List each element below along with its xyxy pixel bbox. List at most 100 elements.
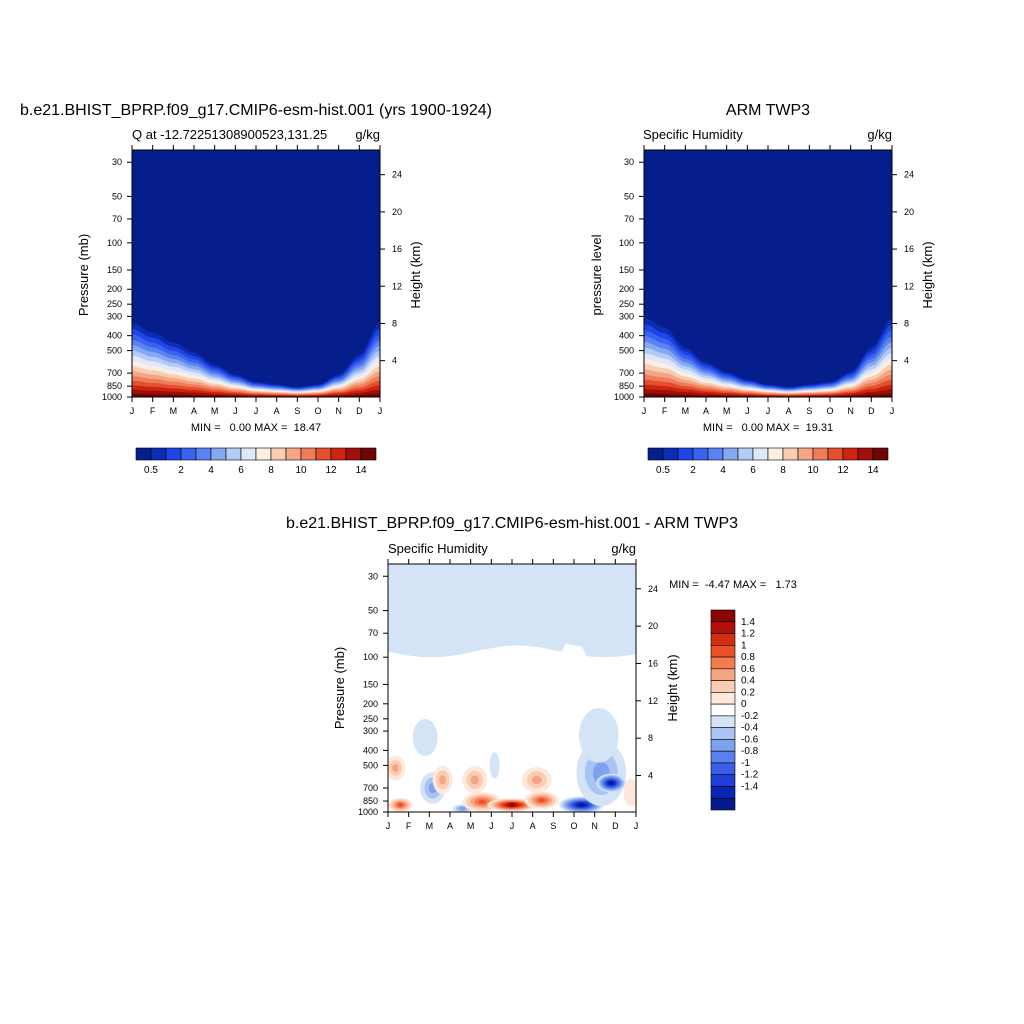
colorbar-label: -0.8 xyxy=(741,746,759,757)
panel-diff-stats: MIN = -4.47 MAX = 1.73 xyxy=(669,579,797,591)
x-tick-label: F xyxy=(662,406,668,416)
colorbar-swatch xyxy=(710,644,736,658)
y2-tick-label: 20 xyxy=(904,207,914,217)
colorbar-swatch xyxy=(710,680,736,693)
y-tick-label: 850 xyxy=(107,381,122,391)
x-tick-label: J xyxy=(233,406,238,416)
colorbar-swatch xyxy=(710,797,736,811)
y-tick-label: 500 xyxy=(107,346,122,356)
colorbar-swatch xyxy=(710,739,736,752)
x-tick-label: N xyxy=(847,406,854,416)
y-tick-label: 300 xyxy=(107,311,122,321)
x-tick-label: D xyxy=(356,406,363,416)
x-tick-label: J xyxy=(890,406,895,416)
colorbar-swatch xyxy=(210,447,227,461)
y-tick-label: 250 xyxy=(363,714,378,724)
colorbar-label: 6 xyxy=(238,465,244,476)
y2-tick-label: 16 xyxy=(648,658,658,668)
y-tick-label: 70 xyxy=(112,214,122,224)
colorbar-swatch xyxy=(240,447,257,461)
y-tick-label: 150 xyxy=(107,265,122,275)
panel-obs: ARM TWP3 Specific Humidity g/kg J F M A M J J A… xyxy=(589,102,935,476)
x-tick-label: J xyxy=(510,821,515,831)
x-tick-label: J xyxy=(745,406,750,416)
colorbar-swatch xyxy=(842,447,859,461)
y-tick-label: 100 xyxy=(363,652,378,662)
colorbar-swatch xyxy=(270,447,287,461)
colorbar-label: 8 xyxy=(780,465,786,476)
y2-tick-label: 4 xyxy=(392,356,397,366)
colorbar-swatch xyxy=(710,621,736,634)
colorbar-swatch xyxy=(360,447,377,461)
panel-diff-left-label: Specific Humidity xyxy=(388,541,488,556)
y2-tick-label: 12 xyxy=(648,696,658,706)
panel-obs-left-label: Specific Humidity xyxy=(643,127,743,142)
y-tick-label: 700 xyxy=(619,368,634,378)
colorbar-label: 14 xyxy=(355,465,367,476)
contour-band xyxy=(644,389,892,397)
colorbar-swatch xyxy=(710,692,736,705)
colorbar-swatch xyxy=(707,447,724,461)
x-tick-label: J xyxy=(378,406,383,416)
y-tick-label: 250 xyxy=(107,299,122,309)
y-tick-label: 400 xyxy=(363,745,378,755)
x-tick-label: J xyxy=(130,406,135,416)
colorbar-swatch xyxy=(797,447,814,461)
colorbar-swatch xyxy=(195,447,212,461)
colorbar-swatch xyxy=(812,447,829,461)
diff-anomaly-contour xyxy=(489,752,500,779)
colorbar-swatch xyxy=(710,656,736,670)
colorbar-swatch xyxy=(150,447,167,461)
y2-tick-label: 24 xyxy=(392,170,402,180)
colorbar-label: 0.4 xyxy=(741,676,755,687)
y-tick-label: 850 xyxy=(363,796,378,806)
y-tick-label: 1000 xyxy=(358,807,378,817)
x-tick-label: O xyxy=(570,821,577,831)
diff-band-positive-small xyxy=(388,643,636,812)
diff-anomaly-contour xyxy=(397,802,403,807)
y-tick-label: 100 xyxy=(107,238,122,248)
panel-model-title: b.e21.BHIST_BPRP.f09_g17.CMIP6-esm-hist.… xyxy=(20,102,492,119)
colorbar-label: 6 xyxy=(750,465,756,476)
colorbar-swatch xyxy=(752,447,769,461)
x-tick-label: J xyxy=(489,821,494,831)
diff-anomaly-contour xyxy=(459,806,466,811)
diff-anomaly-contour xyxy=(609,781,614,786)
y-tick-label: 100 xyxy=(619,238,634,248)
colorbar-label: 14 xyxy=(867,465,879,476)
y2-tick-label: 24 xyxy=(904,170,914,180)
y-tick-label: 30 xyxy=(368,571,378,581)
y2-tick-label: 24 xyxy=(648,584,658,594)
y2-tick-label: 4 xyxy=(904,356,909,366)
panel-obs-colorbar: 0.5 2 4 6 8 10 12 14 xyxy=(647,447,889,476)
colorbar-label: 1 xyxy=(741,640,747,651)
diff-anomaly-contour xyxy=(578,802,585,807)
colorbar-label: -1 xyxy=(741,758,750,769)
diff-anomaly-contour xyxy=(392,763,399,773)
x-tick-label: J xyxy=(634,821,639,831)
colorbar-label: 10 xyxy=(295,465,307,476)
colorbar-swatch xyxy=(710,774,736,787)
colorbar-swatch xyxy=(300,447,317,461)
colorbar-label: -1.2 xyxy=(741,770,759,781)
colorbar-swatch xyxy=(135,447,152,461)
y-tick-label: 1000 xyxy=(102,392,122,402)
colorbar-label: -0.4 xyxy=(741,723,759,734)
y-tick-label: 200 xyxy=(363,699,378,709)
y2-tick-label: 8 xyxy=(904,318,909,328)
x-tick-label: O xyxy=(826,406,833,416)
colorbar-swatch xyxy=(872,447,889,461)
panel-obs-plot-area: J F M A M J J A S O N D J 30 50 70 100 150 200 250 300 400 500… xyxy=(614,145,914,416)
panel-model-units: g/kg xyxy=(355,127,380,142)
panel-diff-colorbar: 1.41.210.80.60.40.20-0.2-0.4-0.6-0.8-1-1… xyxy=(710,609,759,811)
x-tick-label: O xyxy=(314,406,321,416)
colorbar-label: 2 xyxy=(690,465,696,476)
panel-obs-stats: MIN = 0.00 MAX = 19.31 xyxy=(703,422,833,434)
colorbar-swatch xyxy=(710,633,736,646)
y-tick-label: 30 xyxy=(624,157,634,167)
panel-diff: b.e21.BHIST_BPRP.f09_g17.CMIP6-esm-hist.… xyxy=(286,515,797,831)
x-tick-label: J xyxy=(766,406,771,416)
colorbar-label: 8 xyxy=(268,465,274,476)
y-tick-label: 70 xyxy=(624,214,634,224)
x-tick-label: M xyxy=(211,406,219,416)
